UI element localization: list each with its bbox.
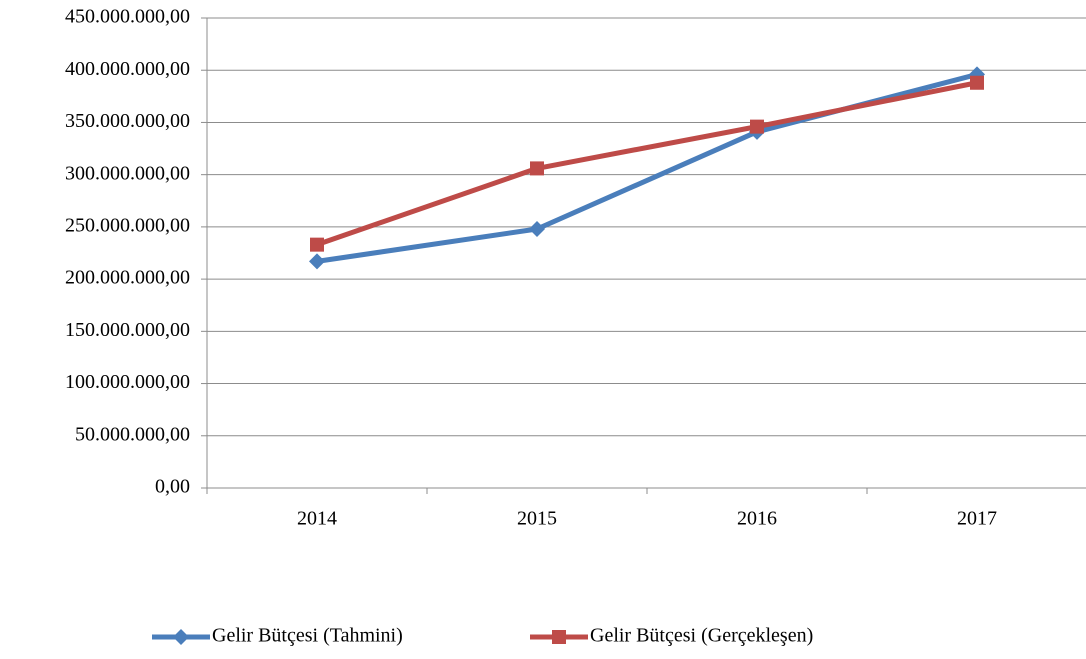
- x-tick-label: 2015: [517, 508, 557, 530]
- y-tick-label: 450.000.000,00: [65, 6, 190, 28]
- legend-label: Gelir Bütçesi (Tahmini): [212, 625, 403, 647]
- y-tick-label: 200.000.000,00: [65, 267, 190, 289]
- y-tick-label: 0,00: [155, 476, 190, 498]
- marker: [970, 75, 984, 90]
- y-tick-label: 350.000.000,00: [65, 110, 190, 132]
- x-tick-label: 2016: [737, 508, 777, 530]
- marker: [173, 629, 189, 645]
- x-tick-label: 2017: [957, 508, 997, 530]
- marker: [309, 253, 325, 270]
- marker: [750, 119, 764, 134]
- marker: [530, 161, 544, 176]
- marker: [529, 220, 545, 237]
- legend-label: Gelir Bütçesi (Gerçekleşen): [590, 625, 813, 647]
- y-tick-label: 250.000.000,00: [65, 214, 190, 236]
- x-tick-label: 2014: [297, 508, 337, 530]
- series-line: [316, 80, 978, 248]
- marker: [310, 237, 324, 252]
- y-tick-label: 100.000.000,00: [65, 371, 190, 393]
- y-tick-label: 400.000.000,00: [65, 58, 190, 80]
- y-tick-label: 150.000.000,00: [65, 319, 190, 341]
- marker: [552, 630, 566, 644]
- y-tick-label: 50.000.000,00: [75, 423, 190, 445]
- y-tick-label: 300.000.000,00: [65, 162, 190, 184]
